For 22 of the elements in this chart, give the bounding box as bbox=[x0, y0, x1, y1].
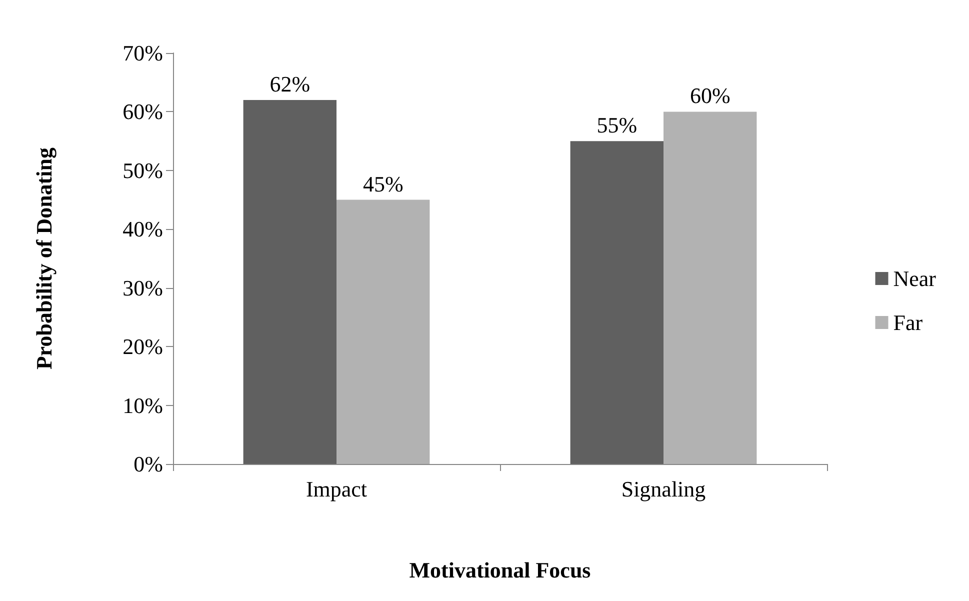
y-tick-label: 30% bbox=[122, 275, 163, 300]
data-label: 45% bbox=[362, 171, 404, 196]
data-label: 60% bbox=[690, 83, 730, 108]
y-tick-label: 0% bbox=[134, 452, 163, 476]
y-tick-label: 40% bbox=[122, 216, 163, 242]
y-tick-label: 70% bbox=[122, 40, 163, 66]
y-tick-label: 10% bbox=[122, 392, 163, 418]
y-tick-label: 60% bbox=[122, 99, 163, 124]
data-label: 62% bbox=[270, 71, 310, 96]
x-tick-label: Impact bbox=[306, 476, 368, 502]
legend-label: Far bbox=[893, 310, 924, 335]
y-tick-label: 50% bbox=[122, 158, 163, 183]
x-axis-title: Motivational Focus bbox=[409, 558, 592, 582]
bar bbox=[243, 100, 336, 464]
x-tick-label: Signaling bbox=[621, 476, 706, 502]
bar bbox=[570, 141, 664, 464]
y-axis-title: Probability of Donating bbox=[32, 147, 56, 370]
y-tick-label: 20% bbox=[122, 334, 163, 360]
legend-label: Near bbox=[893, 266, 937, 291]
bar bbox=[664, 112, 757, 464]
data-label: 55% bbox=[596, 112, 638, 138]
bar bbox=[336, 200, 430, 464]
